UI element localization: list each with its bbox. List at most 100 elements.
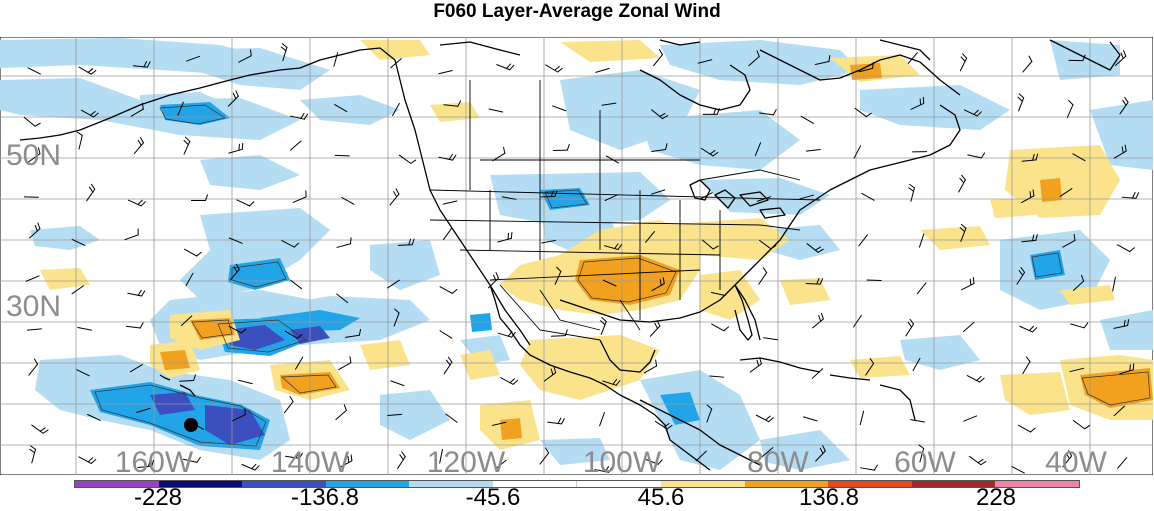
wind-barbs [23,43,1140,474]
colorbar-segment [828,481,912,487]
wind-barb [1117,457,1128,469]
wind-barb [389,188,400,206]
wind-barb [125,322,144,329]
colorbar-tick-label: -45.6 [465,484,521,511]
wind-barb [76,369,90,377]
wind-barb [650,189,666,195]
wind-barb [398,154,417,164]
wind-barb [338,356,352,371]
wind-barb [858,61,874,73]
wind-barb [1072,153,1086,162]
colorbar-segment [75,481,159,487]
wind-barb [905,318,915,337]
wind-barb [334,154,350,157]
colorbar-tick-label: -228 [133,484,183,511]
wind-barb [910,419,925,423]
wind-barb [908,183,915,202]
wind-barb [748,50,760,67]
wind-contours [94,104,1151,447]
wind-barb [336,237,352,248]
wind-barb [71,238,86,246]
wind-barb [853,314,862,328]
wind-barb [333,52,339,67]
wind-barb [339,454,353,468]
wind-barb [488,108,504,113]
longitude-label-140w: 140W [270,446,350,479]
colorbar-segment [409,481,493,487]
wind-barb [492,146,506,162]
wind-barb [709,375,725,378]
colorbar-segment [911,481,996,487]
wind-barb [859,410,865,426]
wind-barb [29,222,41,239]
wind-barb [1062,233,1076,248]
wind-barb [76,131,83,150]
wind-barb [442,227,453,241]
wind-barb [601,102,617,106]
wind-barb [754,142,762,157]
colorbar-tick-label: 136.8 [798,484,860,511]
wind-barb [763,337,778,341]
wind-barb [805,148,821,152]
wind-barb [858,234,869,247]
wind-barb [541,239,556,244]
wind-barb [702,108,720,115]
wind-barb [228,325,247,334]
colorbar-tick-label: -136.8 [290,484,360,511]
wind-barb [501,196,517,200]
wind-barb [227,90,239,107]
wind-barb [229,263,240,281]
wind-barb [183,248,202,257]
wind-barb [438,70,453,75]
wind-barb [500,377,519,385]
wind-barb [959,223,967,242]
wind-barb [1121,192,1140,199]
colorbar-segment [661,481,745,487]
wind-barb [651,143,668,153]
political-borders [429,80,821,341]
wind-barb [916,282,927,295]
wind-barb [281,240,300,248]
wind-barb [651,277,665,292]
wind-barb [800,115,814,124]
wind-barb [963,415,978,422]
wind-barb [1021,189,1035,204]
wind-barb [595,67,610,73]
latitude-label-30n: 30N [6,290,62,323]
wind-barb [749,357,762,373]
longitude-label-80w: 80W [747,446,809,479]
wind-barb [755,414,774,423]
wind-barb [179,374,196,382]
wind-barb [803,416,818,422]
wind-barb [1114,50,1127,67]
wind-barb [644,458,663,465]
wind-barb [811,368,824,379]
wind-barb [290,140,302,151]
wind-barb [604,194,619,202]
wind-barb [918,444,925,463]
wind-barb [861,192,875,201]
wind-barb [443,100,462,107]
wind-barb [1117,244,1135,253]
wind-barb [27,67,41,75]
colorbar-segment [744,481,829,487]
wind-barb [966,375,985,383]
wind-barb [761,447,774,458]
wind-barb [496,63,515,71]
wind-barb [651,109,669,120]
map-title: F060 Layer-Average Zonal Wind [433,1,721,22]
wind-barb [494,459,507,470]
wind-barb [341,196,355,205]
wind-barb [387,413,403,416]
colorbar-segment [158,481,243,487]
wind-barb [602,279,617,287]
longitude-label-40w: 40W [1045,446,1107,479]
wind-barb [967,152,986,159]
wind-barb [912,357,921,372]
wind-barb [23,116,41,127]
wind-barb [387,279,400,289]
wind-barb [799,194,815,200]
wind-barb [759,239,777,250]
wind-barb [539,447,550,465]
wind-barb [918,233,925,248]
